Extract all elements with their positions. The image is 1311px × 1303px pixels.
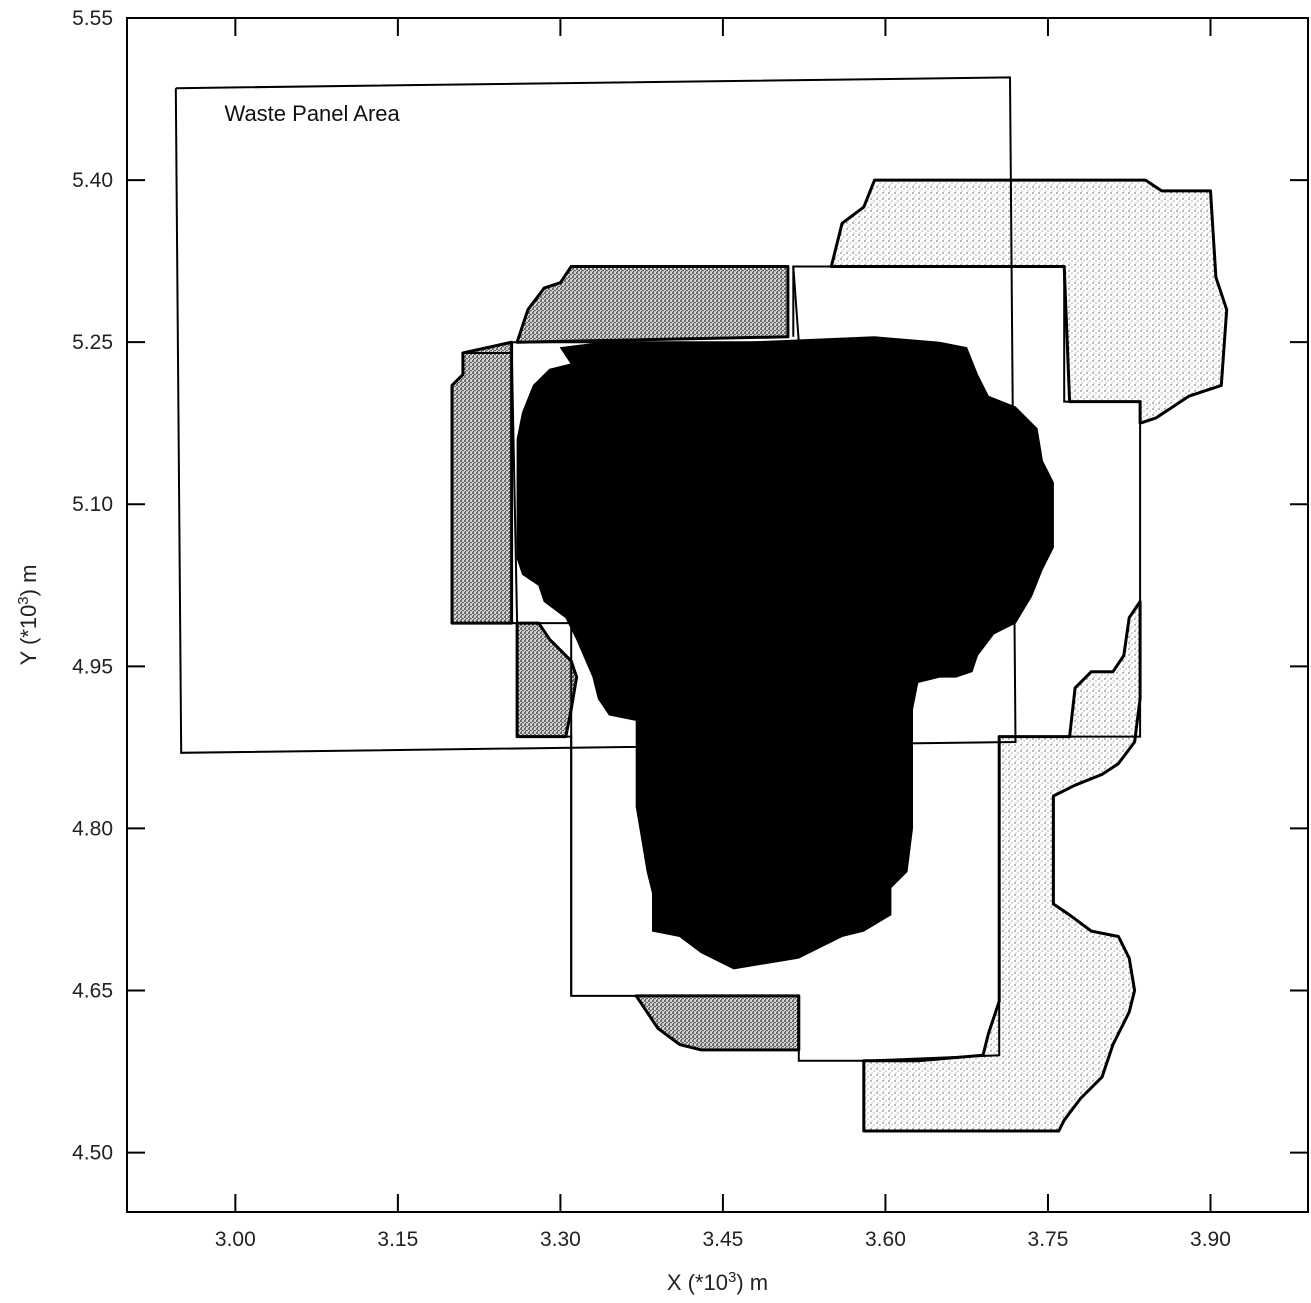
y-axis-label: Y (*103) m [15,565,42,666]
y-axis-label-suffix: ) m [16,565,41,597]
x-axis: 3.00 3.15 3.30 3.45 3.60 3.75 3.90 [215,18,1231,1251]
y-tick-label: 4.50 [72,1142,113,1165]
waste-panel-label: Waste Panel Area [225,101,401,126]
dark-stipple-area-5 [634,994,801,1052]
outline-0 [174,76,1017,754]
x-axis-label: X (*103) m [667,1269,768,1296]
y-axis-label-sup: 3 [15,596,32,604]
y-axis-label-prefix: Y (*10 [16,605,41,666]
x-tick-label: 3.90 [1190,1228,1231,1251]
outline-6 [862,1060,1059,1132]
plot-frame [126,17,1309,1213]
x-tick-label: 3.15 [377,1228,418,1251]
y-tick-label: 4.65 [72,979,113,1002]
y-tick-label: 5.40 [72,169,113,192]
x-tick-label: 3.45 [702,1228,743,1251]
plume-areas [450,178,1229,1133]
y-tick-label: 5.25 [72,331,113,354]
y-tick-label: 5.55 [72,7,113,30]
y-axis: 4.50 4.65 4.80 4.95 5.10 5.25 5.40 5.55 [72,7,1308,1165]
x-axis-label-suffix: ) m [736,1270,768,1295]
outline-2 [510,342,573,996]
x-tick-label: 3.75 [1028,1228,1069,1251]
region-outlines [174,76,1142,1132]
y-tick-label: 4.95 [72,655,113,678]
y-tick-label: 5.10 [72,493,113,516]
x-axis-label-sup: 3 [728,1269,736,1286]
x-tick-label: 3.00 [215,1228,256,1251]
x-tick-label: 3.60 [865,1228,906,1251]
dark-stipple-area-4 [515,621,579,739]
outline-1 [510,265,1142,1062]
x-tick-label: 3.30 [540,1228,581,1251]
solid-area-6 [516,336,1054,970]
dark-stipple-area-3 [450,340,514,625]
y-tick-label: 4.80 [72,817,113,840]
dark-stipple-area-2 [515,265,790,344]
x-axis-label-prefix: X (*10 [667,1270,728,1295]
